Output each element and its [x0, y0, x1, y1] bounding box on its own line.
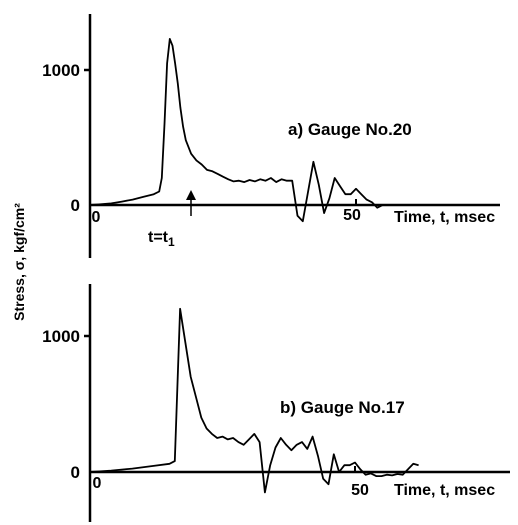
y-axis-label: Stress, σ, kgf/cm²: [11, 203, 27, 321]
panel-b-y-tick-label-0: 0: [71, 463, 80, 482]
panel-b-y-tick-label-1000: 1000: [42, 327, 80, 346]
panel-a-y-tick-label-1000: 1000: [42, 61, 80, 80]
panel-a-y-tick-label-0: 0: [71, 196, 80, 215]
panel-a-x-tick-label-50: 50: [343, 207, 361, 224]
t1-marker-label: t=t1: [148, 229, 175, 249]
panel-a-series-line: [89, 38, 384, 223]
panel-b-x-tick-label-50: 50: [351, 482, 369, 499]
panel-b-series-line: [89, 307, 419, 494]
panel-a-x-tick-label-0: 0: [92, 209, 101, 226]
t1-marker-arrow-head: [186, 190, 196, 200]
panel-b-title: b) Gauge No.17: [280, 398, 405, 417]
panel-a-x-axis-label: Time, t, msec: [394, 209, 495, 226]
panel-a-title: a) Gauge No.20: [288, 120, 412, 139]
panel-b: 1000 0 0 50 Time, t, msec b) Gauge No.17: [42, 284, 510, 522]
panel-a: 1000 0 0 50 Time, t, msec a) Gauge No.20…: [42, 14, 500, 258]
panel-b-x-axis-label: Time, t, msec: [394, 482, 495, 499]
panel-b-x-tick-label-0: 0: [93, 475, 102, 492]
